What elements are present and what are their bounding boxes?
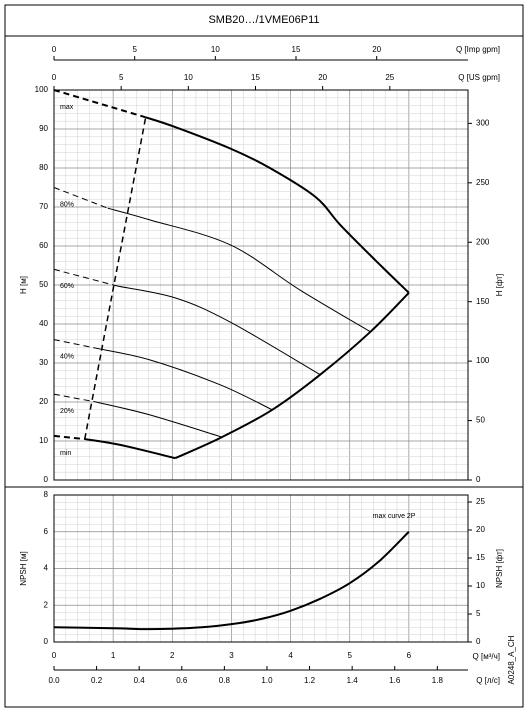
- curve: [53, 434, 85, 441]
- x2-tick-label: 10: [211, 45, 220, 54]
- curve: [95, 401, 223, 438]
- y-tick-label: 2: [44, 600, 49, 609]
- y2-tick-label: 10: [476, 581, 485, 590]
- y-tick-label: 4: [44, 564, 49, 573]
- curve-label: 80%: [60, 201, 74, 208]
- x2-tick-label: 0.4: [134, 676, 146, 685]
- x2-tick-label: 0: [52, 45, 57, 54]
- x3-tick-label: 5: [119, 73, 124, 82]
- x-tick-label: 2: [170, 651, 175, 660]
- y-axis-title: H [м]: [19, 276, 28, 294]
- x2-tick-label: 1.6: [389, 676, 401, 685]
- x2-axis-title: Q [л/с]: [476, 676, 500, 685]
- x2-tick-label: 0.0: [48, 676, 60, 685]
- plot-frame: [53, 494, 469, 643]
- curve: [107, 207, 371, 333]
- y2-tick-label: 100: [476, 356, 490, 365]
- curve: [53, 187, 108, 209]
- x-tick-label: 5: [347, 651, 352, 660]
- curve: [174, 292, 410, 460]
- y-tick-label: 60: [39, 241, 48, 250]
- outer-frame: [4, 4, 524, 708]
- x2-axis-title: Q [Imp gpm]: [456, 45, 500, 54]
- x-tick-label: 6: [407, 651, 412, 660]
- y2-tick-label: 25: [476, 497, 485, 506]
- x2-tick-label: 5: [132, 45, 137, 54]
- y-tick-label: 100: [35, 85, 49, 94]
- x-tick-label: 4: [288, 651, 293, 660]
- x2-tick-label: 0.6: [176, 676, 188, 685]
- curve: [145, 116, 410, 294]
- y-tick-label: 20: [39, 397, 48, 406]
- curve-label: min: [60, 450, 71, 457]
- y2-tick-label: 15: [476, 553, 485, 562]
- curve: [53, 339, 97, 349]
- y2-tick-label: 20: [476, 525, 485, 534]
- x2-tick-label: 1.2: [304, 676, 316, 685]
- x3-tick-label: 25: [385, 73, 394, 82]
- curve: [84, 438, 176, 460]
- y-tick-label: 10: [39, 436, 48, 445]
- x3-axis-title: Q [US gpm]: [458, 73, 500, 82]
- x3-tick-label: 10: [184, 73, 193, 82]
- x2-tick-label: 15: [292, 45, 301, 54]
- y-tick-label: 8: [44, 490, 49, 499]
- x2-tick-label: 1.4: [347, 676, 359, 685]
- y-tick-label: 6: [44, 527, 49, 536]
- y-tick-label: 0: [44, 637, 49, 646]
- curve-label: 60%: [60, 283, 74, 290]
- x3-tick-label: 0: [52, 73, 57, 82]
- x3-tick-label: 15: [251, 73, 260, 82]
- y2-axis-title: NPSH [фт]: [495, 549, 504, 588]
- y-tick-label: 30: [39, 358, 48, 367]
- y2-tick-label: 0: [476, 475, 481, 484]
- y2-tick-label: 5: [476, 609, 481, 618]
- x2-tick-label: 0.2: [91, 676, 103, 685]
- x3-tick-label: 20: [318, 73, 327, 82]
- footnote: A0248_A_CH: [507, 635, 516, 684]
- x2-tick-label: 1.8: [432, 676, 444, 685]
- y-tick-label: 50: [39, 280, 48, 289]
- curve: [117, 285, 321, 376]
- curve: [95, 347, 273, 411]
- x-tick-label: 1: [111, 651, 116, 660]
- y2-tick-label: 200: [476, 237, 490, 246]
- y-tick-label: 40: [39, 319, 48, 328]
- x-axis-title: Q [м³/ч]: [473, 652, 500, 661]
- y-tick-label: 0: [44, 475, 49, 484]
- chart-title: SMB20…/1VME06P11: [208, 14, 319, 26]
- curve-label: max: [60, 104, 74, 111]
- y-tick-label: 70: [39, 202, 48, 211]
- curve: [53, 393, 97, 403]
- curve: [53, 268, 119, 287]
- y2-tick-label: 0: [476, 637, 481, 646]
- y2-tick-label: 50: [476, 416, 485, 425]
- x-tick-label: 3: [229, 651, 234, 660]
- y2-tick-label: 300: [476, 118, 490, 127]
- annotation: max curve 2P: [373, 513, 416, 520]
- y2-axis-title: H [фт]: [495, 274, 504, 297]
- curve-label: 40%: [60, 353, 74, 360]
- y-axis-title: NPSH [м]: [19, 551, 28, 585]
- curve: [84, 117, 147, 440]
- y-tick-label: 90: [39, 124, 48, 133]
- x-tick-label: 0: [52, 651, 57, 660]
- curve: [53, 531, 410, 631]
- x2-tick-label: 20: [372, 45, 381, 54]
- y2-tick-label: 150: [476, 297, 490, 306]
- curve-label: 20%: [60, 408, 74, 415]
- y2-tick-label: 250: [476, 178, 490, 187]
- x2-tick-label: 1.0: [261, 676, 273, 685]
- x2-tick-label: 0.8: [219, 676, 231, 685]
- y-tick-label: 80: [39, 163, 48, 172]
